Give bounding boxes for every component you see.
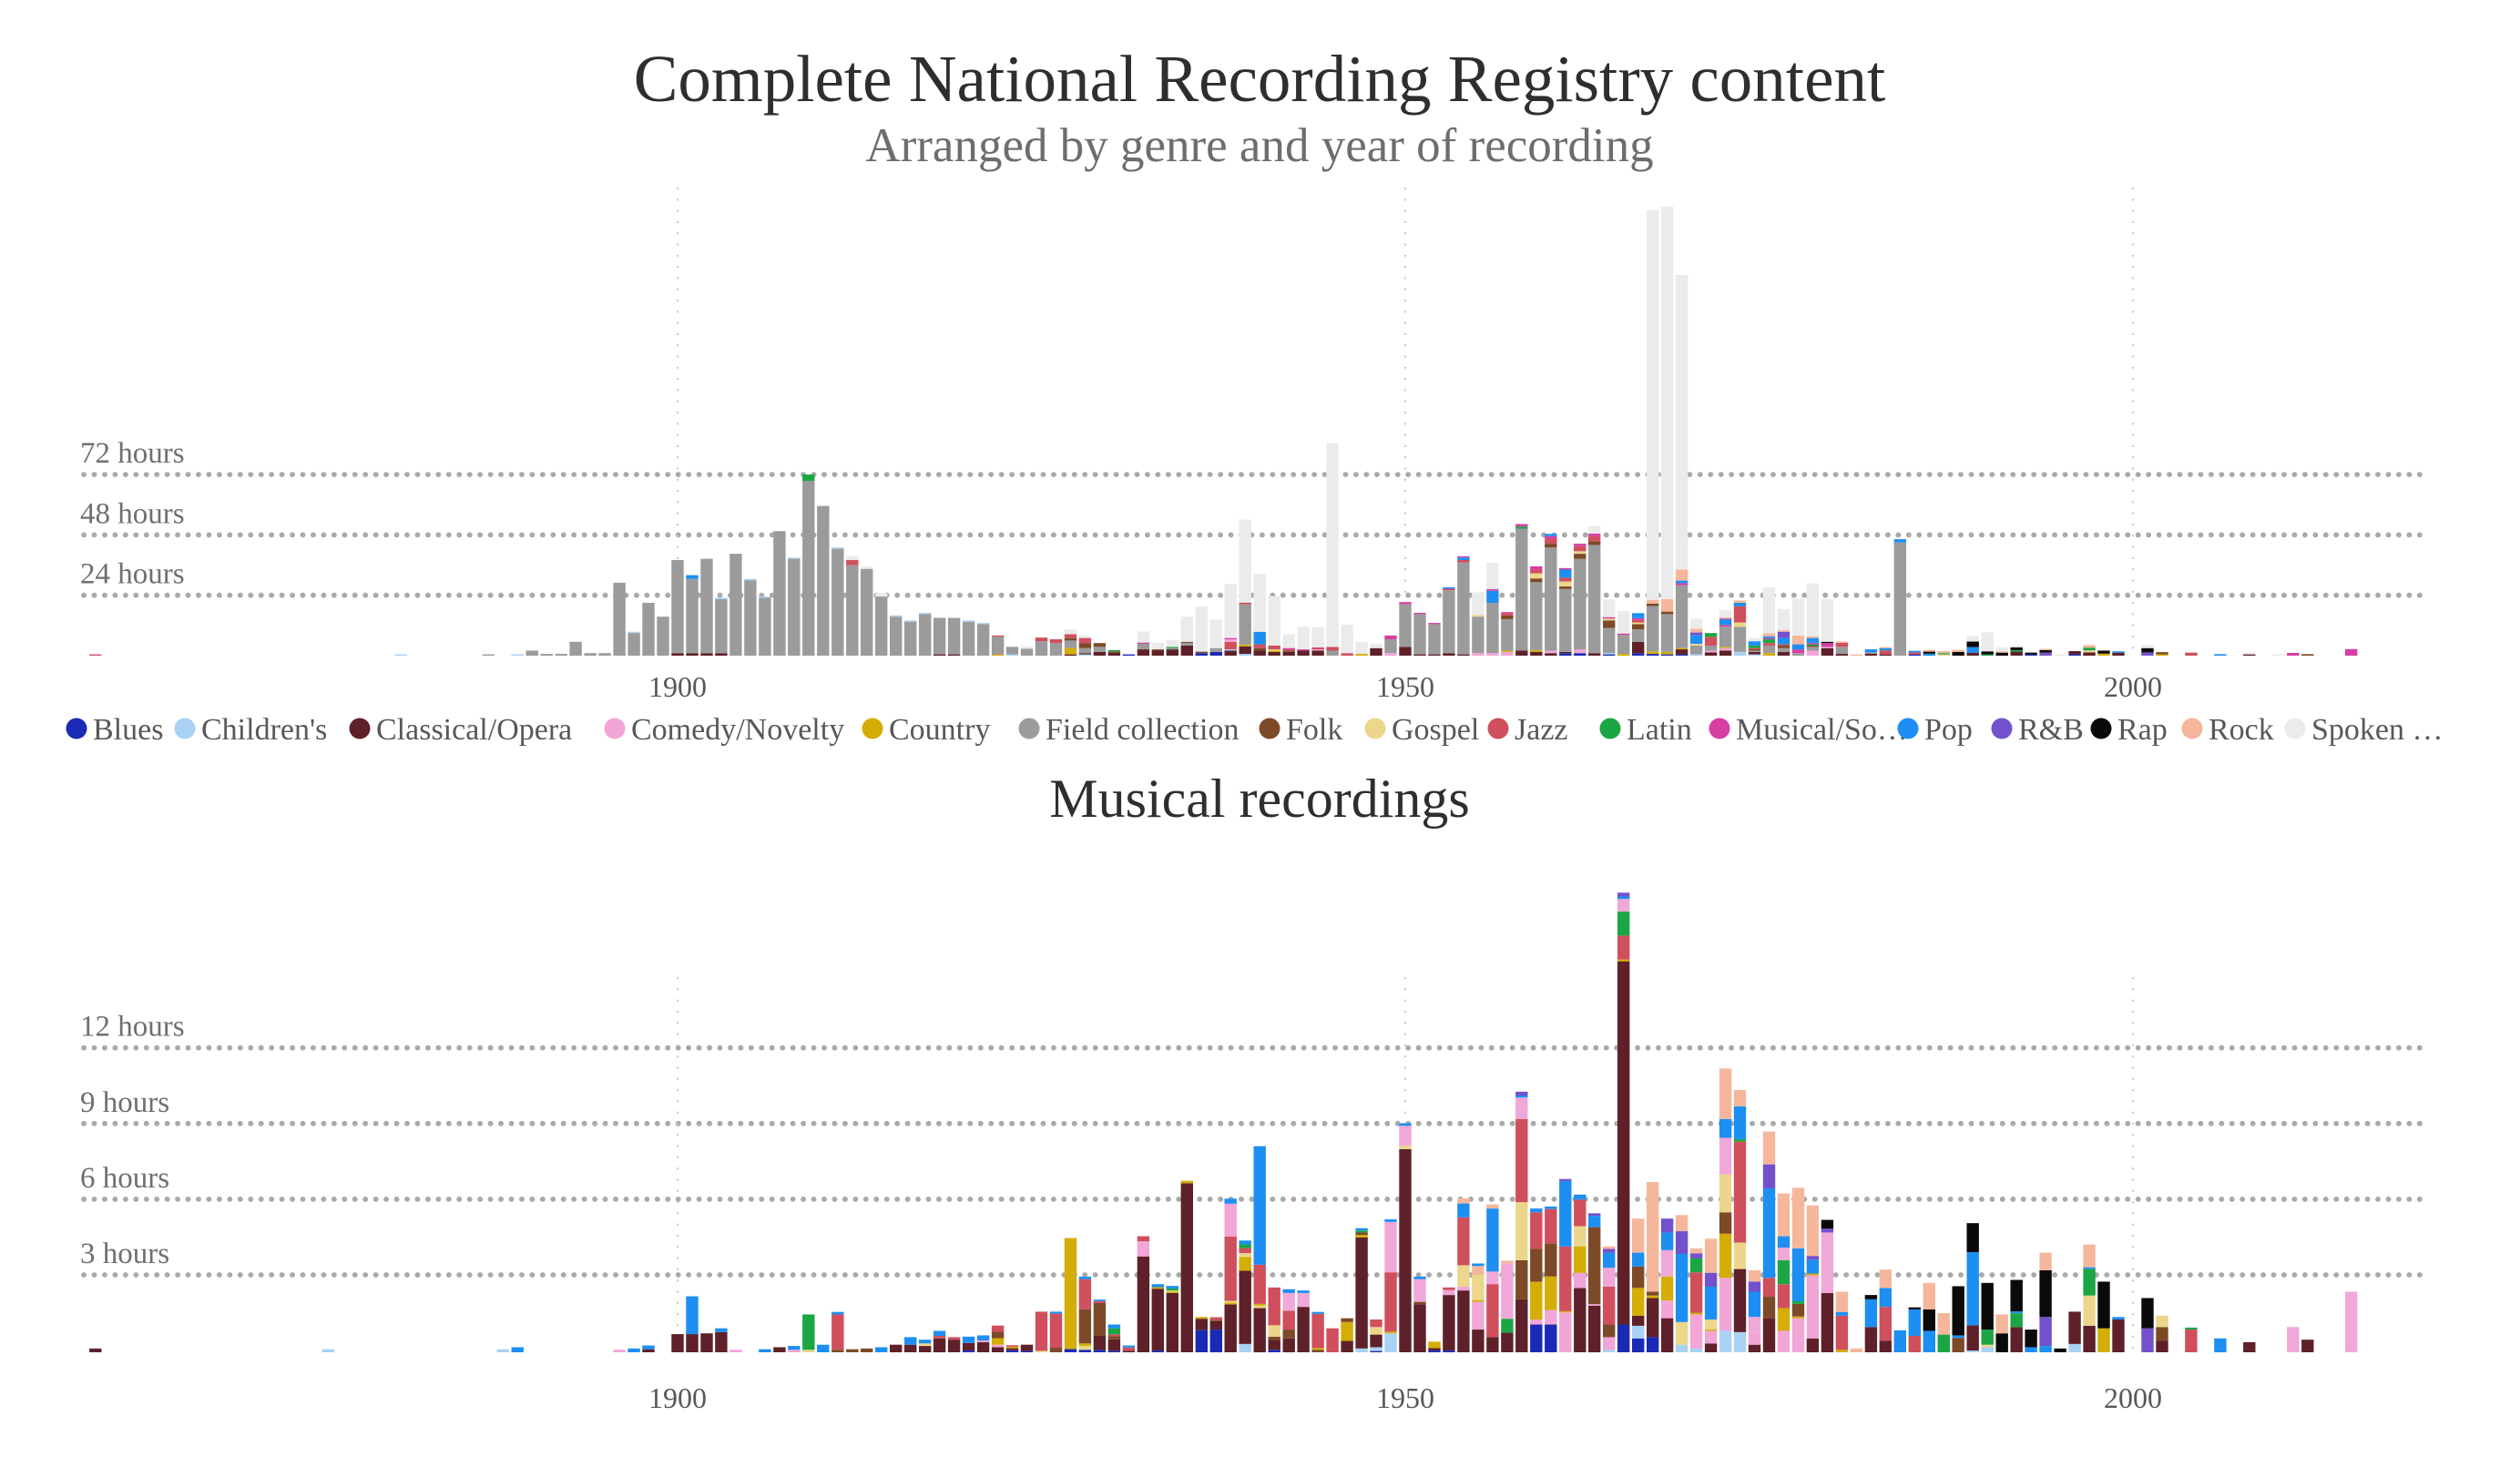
svg-text:R&B: R&B — [2018, 713, 2084, 747]
svg-text:Rock: Rock — [2209, 713, 2274, 747]
svg-text:Gospel: Gospel — [1392, 713, 1479, 747]
svg-text:6 hours: 6 hours — [80, 1162, 169, 1195]
svg-text:Children's: Children's — [201, 713, 327, 747]
svg-text:Arranged by genre and year of: Arranged by genre and year of recording — [865, 119, 1653, 172]
svg-text:2000: 2000 — [2104, 1381, 2162, 1414]
svg-text:Rap: Rap — [2117, 713, 2168, 747]
svg-text:Field collection: Field collection — [1046, 713, 1239, 747]
svg-text:1950: 1950 — [1376, 670, 1434, 703]
svg-text:48 hours: 48 hours — [80, 497, 185, 530]
svg-text:24 hours: 24 hours — [80, 558, 185, 591]
svg-text:3 hours: 3 hours — [80, 1238, 169, 1270]
svg-text:1950: 1950 — [1376, 1381, 1434, 1414]
svg-text:2000: 2000 — [2104, 670, 2162, 703]
svg-text:Musical/So…: Musical/So… — [1736, 713, 1908, 747]
svg-text:Musical recordings: Musical recordings — [1049, 769, 1470, 829]
svg-text:Comedy/Novelty: Comedy/Novelty — [631, 713, 844, 747]
svg-text:Folk: Folk — [1286, 713, 1342, 747]
svg-text:72 hours: 72 hours — [80, 437, 185, 470]
svg-text:Blues: Blues — [93, 713, 163, 747]
svg-text:Spoken …: Spoken … — [2311, 713, 2443, 747]
svg-text:Latin: Latin — [1627, 713, 1692, 747]
svg-text:Pop: Pop — [1924, 713, 1973, 747]
svg-text:Country: Country — [889, 713, 990, 747]
svg-text:Complete National Recording Re: Complete National Recording Registry con… — [634, 42, 1886, 116]
svg-text:Classical/Opera: Classical/Opera — [376, 713, 572, 747]
svg-text:1900: 1900 — [648, 670, 707, 703]
svg-text:1900: 1900 — [648, 1381, 707, 1414]
svg-text:9 hours: 9 hours — [80, 1086, 169, 1119]
svg-text:12 hours: 12 hours — [80, 1011, 185, 1044]
svg-text:Jazz: Jazz — [1515, 713, 1568, 747]
